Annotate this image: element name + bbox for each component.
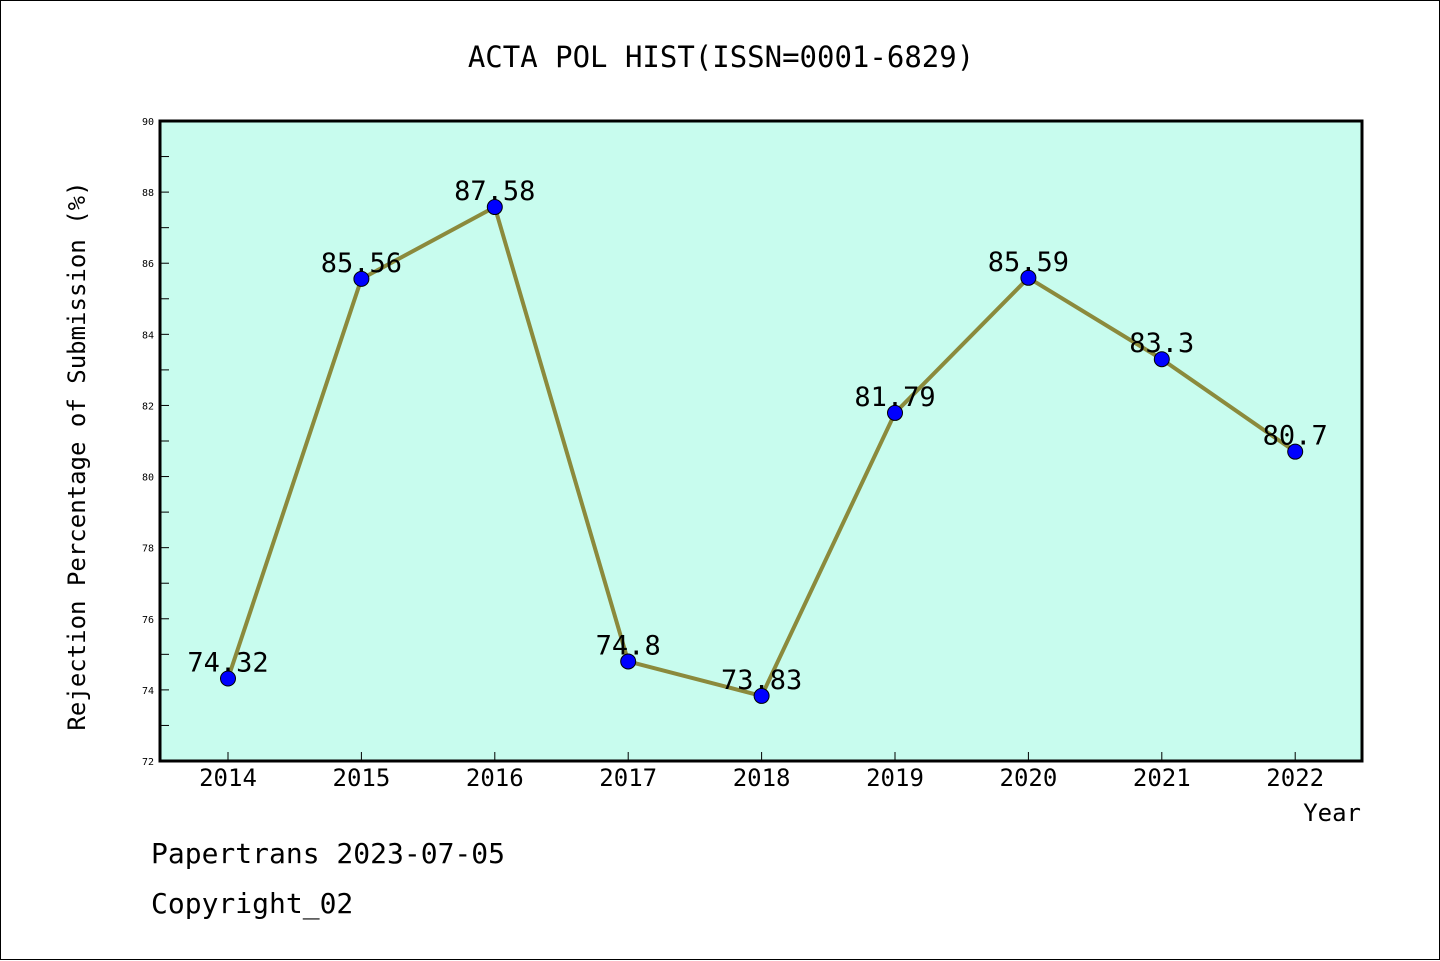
footer-copyright: Copyright_02	[151, 887, 354, 920]
y-tick-label: 88	[142, 188, 154, 199]
x-axis-label: Year	[1303, 799, 1361, 827]
data-point	[220, 670, 236, 687]
x-tick-label: 2015	[333, 764, 391, 792]
data-label: 80.7	[1263, 421, 1328, 452]
y-tick-label: 86	[142, 259, 154, 270]
data-label: 85.59	[988, 247, 1069, 278]
x-tick-label: 2021	[1133, 764, 1191, 792]
data-point	[753, 687, 770, 704]
x-tick-label: 2019	[866, 764, 924, 792]
y-tick-label: 80	[142, 473, 154, 484]
data-label: 74.32	[187, 648, 268, 679]
y-tick-label: 84	[142, 330, 154, 341]
x-tick-label: 2017	[599, 764, 657, 792]
x-axis: 2014 2015 2016 2017 2018 2019 2020 2021 2022	[199, 752, 1324, 792]
chart-title: ACTA POL HIST(ISSN=0001-6829)	[468, 40, 974, 74]
x-tick-label: 2014	[199, 764, 257, 792]
footer-date: Papertrans 2023-07-05	[151, 837, 506, 870]
data-label: 85.56	[321, 248, 402, 279]
x-tick-label: 2022	[1266, 764, 1324, 792]
plot-area	[158, 119, 1364, 763]
x-tick-label: 2018	[733, 764, 791, 792]
series-layer: 74.32 85.56 87.58 74.8 73.83 81.79 85.59 83.3 80…	[187, 176, 1328, 704]
y-tick-label: 74	[142, 686, 154, 697]
data-label: 74.8	[596, 630, 661, 661]
data-point	[620, 653, 637, 670]
data-point	[887, 404, 903, 421]
x-tick-label: 2020	[1000, 764, 1058, 792]
data-label: 73.83	[721, 665, 802, 696]
data-point	[353, 270, 370, 287]
y-tick-label: 90	[142, 117, 154, 128]
y-tick-label: 78	[142, 544, 154, 555]
data-label: 81.79	[854, 382, 935, 413]
data-point	[1020, 269, 1037, 286]
data-point	[1287, 443, 1304, 460]
data-label: 87.58	[454, 176, 535, 207]
y-tick-label: 82	[142, 401, 154, 412]
x-tick-label: 2016	[466, 764, 524, 792]
data-point	[486, 199, 503, 216]
y-axis-label: Rejection Percentage of Submission (%)	[63, 181, 91, 730]
y-tick-label: 72	[142, 757, 154, 768]
data-point	[1153, 351, 1170, 368]
y-axis: 72 74 76 78 80 82 84 86 88 90	[142, 117, 169, 768]
y-tick-label: 76	[142, 615, 154, 626]
data-label: 83.3	[1129, 328, 1194, 359]
